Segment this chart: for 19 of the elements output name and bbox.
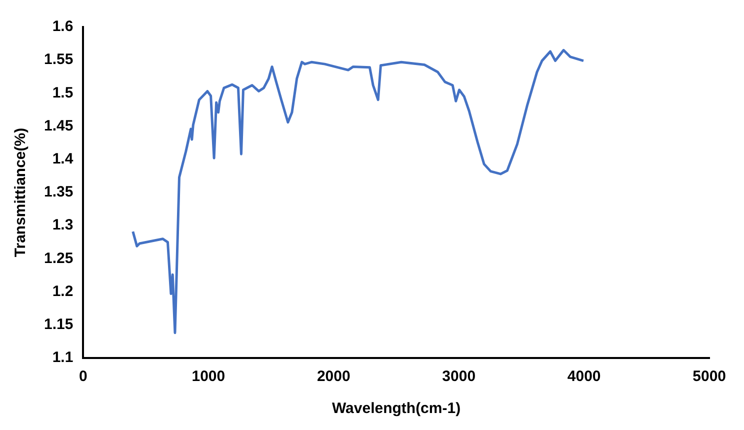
- y-tick-label: 1.2: [52, 282, 74, 300]
- y-tick-label: 1.3: [52, 216, 74, 234]
- y-tick-label: 1.4: [52, 150, 74, 168]
- x-tick-label: 1000: [192, 368, 226, 386]
- y-tick-label: 1.55: [44, 51, 74, 68]
- x-tick-label: 0: [79, 368, 88, 386]
- x-tick-label: 2000: [316, 368, 350, 386]
- y-tick-label: 1.6: [52, 18, 74, 36]
- x-tick-label: 4000: [567, 368, 601, 386]
- y-tick-label: 1.45: [44, 117, 74, 134]
- y-tick-label: 1.35: [44, 184, 74, 201]
- y-tick-label: 1.5: [52, 84, 74, 102]
- y-tick-label: 1.1: [52, 349, 74, 366]
- y-tick-label: 1.15: [44, 316, 74, 334]
- y-tick-label: 1.25: [44, 250, 74, 267]
- x-axis-title: Wavelength(cm-1): [332, 400, 461, 418]
- x-tick-label: 5000: [692, 368, 726, 386]
- x-tick-label: 3000: [442, 368, 476, 386]
- y-axis-title: Transmittiance(%): [12, 128, 30, 258]
